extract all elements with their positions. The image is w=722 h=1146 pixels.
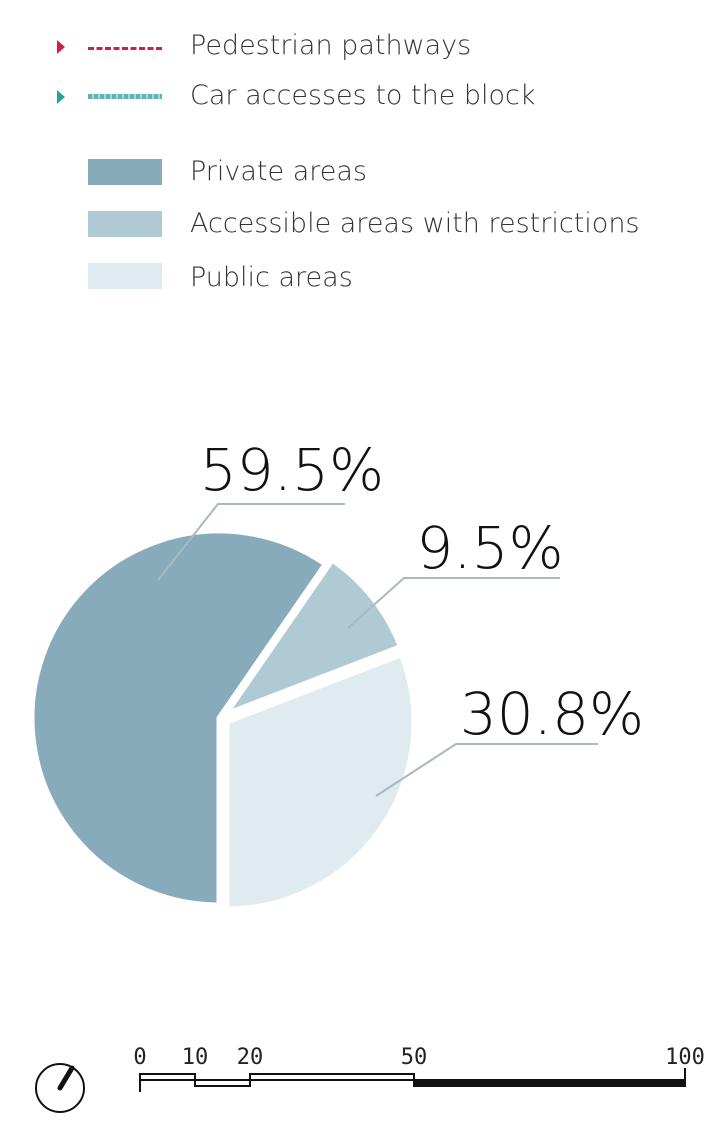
pie-slice-accessible-areas-with-restrictions (219, 556, 404, 720)
legend-label: Accessible areas with restrictions (190, 208, 640, 239)
data-label: 59.5% (200, 436, 384, 504)
private-areas-swatch (88, 159, 162, 185)
leader-line (157, 503, 345, 581)
scale-tick-label: 0 (133, 1045, 146, 1070)
public-areas-swatch (88, 263, 162, 289)
leader-line (375, 743, 598, 797)
scale-bar: 0 10 20 50 100 (35, 1045, 705, 1113)
slice-label-group: 30.8% (375, 680, 644, 797)
north-arrow-icon (35, 1063, 85, 1113)
pedestrian-line-sample (88, 47, 162, 50)
car-access-marker-icon (57, 90, 65, 104)
data-label: 30.8% (460, 680, 644, 748)
legend-label: Private areas (190, 156, 367, 187)
data-label: 9.5% (416, 514, 563, 582)
scale-tick-label: 100 (665, 1045, 705, 1070)
car-access-line-sample (88, 94, 162, 99)
scale-bar-segments (139, 1068, 686, 1092)
legend-label: Car accesses to the block (190, 80, 536, 111)
slice-label-group: 9.5% (347, 514, 564, 629)
scale-tick-label: 10 (182, 1045, 209, 1070)
pie-slice-public-areas (224, 651, 417, 912)
legend-label: Public areas (190, 262, 353, 293)
scale-tick-label: 20 (237, 1045, 264, 1070)
scale-tick-label: 50 (401, 1045, 428, 1070)
legend-label: Pedestrian pathways (190, 30, 472, 61)
pedestrian-marker-icon (57, 40, 65, 54)
pie-chart: 59.5% 9.5% 30.8% (29, 436, 644, 912)
pie-slice-private-areas (29, 528, 329, 908)
slice-label-group: 59.5% (157, 436, 384, 581)
leader-line (347, 577, 560, 629)
restricted-areas-swatch (88, 211, 162, 237)
